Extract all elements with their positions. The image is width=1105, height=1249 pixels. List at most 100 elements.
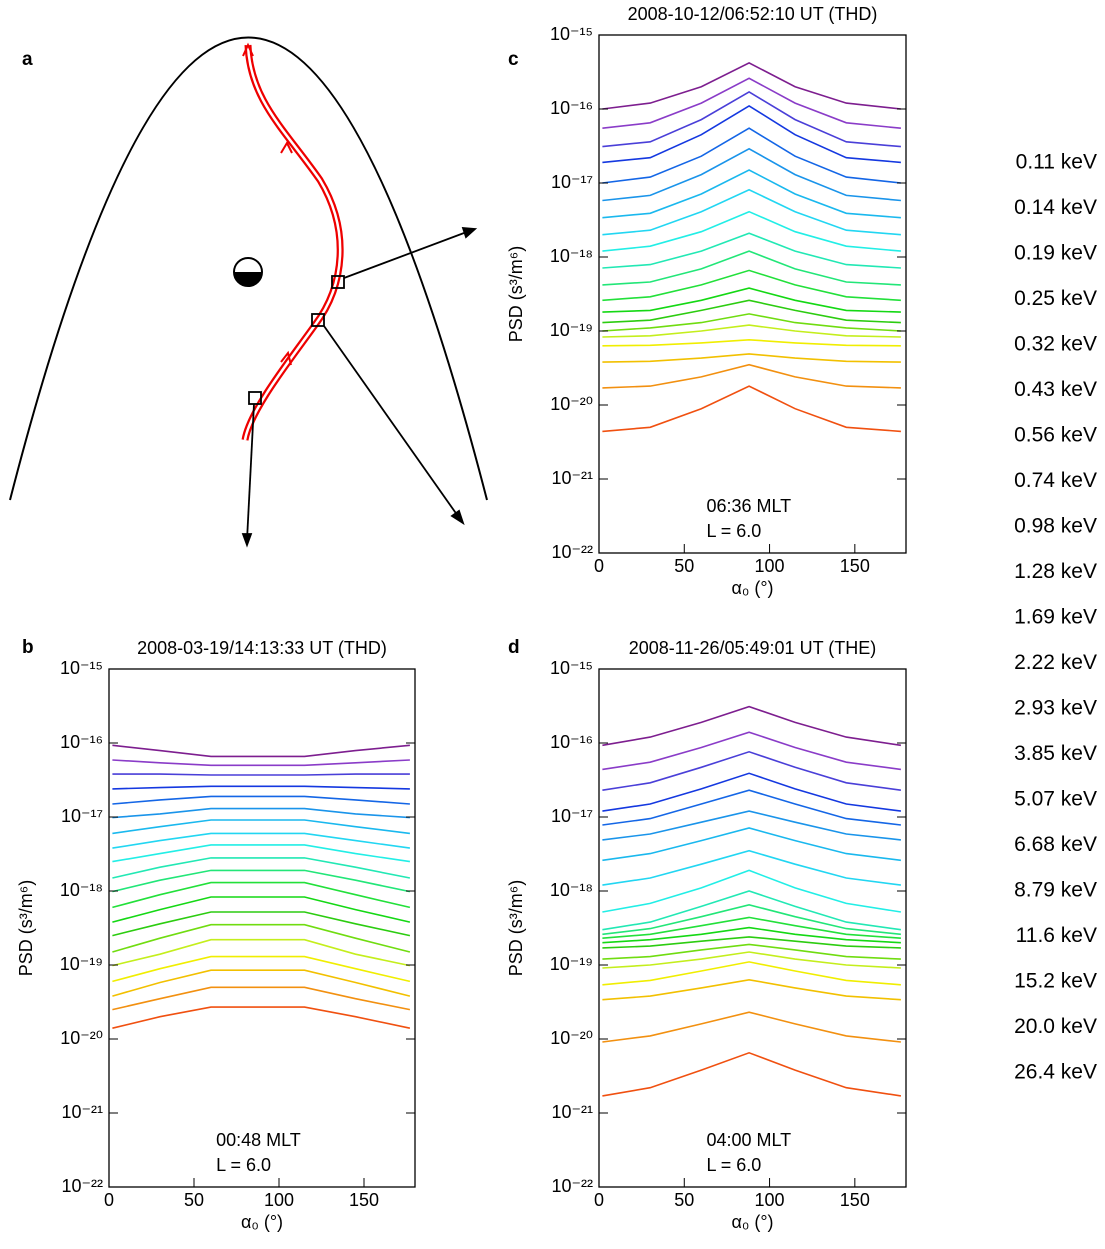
series-line — [602, 188, 901, 236]
annotation: 04:00 MLT — [706, 1130, 791, 1150]
series-line — [602, 1011, 901, 1043]
series-line — [112, 807, 410, 819]
series-line — [602, 936, 901, 949]
series-line — [602, 772, 902, 812]
legend-entry: 0.43 keV — [1014, 378, 1097, 401]
series-line — [602, 705, 902, 747]
series-line — [112, 1006, 411, 1029]
series-line — [602, 232, 901, 269]
field-line-inner — [243, 44, 342, 441]
y-tick-label: 10⁻¹⁷ — [551, 806, 593, 826]
y-tick-label: 10⁻¹⁷ — [551, 172, 593, 192]
annotation: 00:48 MLT — [216, 1130, 301, 1150]
chart-title: 2008-03-19/14:13:33 UT (THD) — [137, 638, 387, 658]
series-line — [602, 961, 901, 986]
y-tick-label: 10⁻²¹ — [551, 1102, 593, 1122]
series-line — [602, 147, 901, 202]
series-line — [112, 785, 410, 790]
series-line — [602, 299, 901, 324]
x-tick-label: 50 — [674, 556, 694, 576]
annotation: 06:36 MLT — [706, 496, 791, 516]
legend-entry: 0.56 keV — [1014, 424, 1097, 447]
legend-entry: 11.6 keV — [1016, 924, 1097, 947]
legend-entry: 0.11 keV — [1016, 151, 1097, 174]
series-line — [112, 795, 410, 805]
diagram: a — [9, 36, 488, 548]
y-tick-label: 10⁻¹⁷ — [61, 806, 103, 826]
y-tick-label: 10⁻²² — [61, 1176, 103, 1196]
series-line — [112, 832, 411, 849]
legend-entry: 0.98 keV — [1014, 515, 1097, 538]
series-line — [112, 969, 411, 997]
legend-entry: 0.25 keV — [1014, 287, 1097, 310]
y-tick-label: 10⁻¹⁶ — [550, 732, 593, 752]
x-tick-label: 0 — [594, 1190, 604, 1210]
series-line — [602, 324, 901, 338]
legend-entry: 6.68 keV — [1014, 833, 1097, 856]
series-line — [602, 127, 901, 184]
chart: b 2008-03-19/14:13:33 UT (THD) 10⁻²² 10⁻²¹ 1… — [16, 637, 416, 1232]
series-line — [602, 903, 901, 936]
series-line — [602, 169, 901, 219]
series-line — [112, 759, 410, 767]
series-line — [602, 978, 901, 1001]
series-line — [112, 938, 411, 967]
x-tick-label: 150 — [349, 1190, 379, 1210]
series-line — [112, 911, 411, 937]
boxes — [248, 275, 345, 405]
series-line — [602, 926, 901, 944]
legend-entry: 8.79 keV — [1014, 879, 1097, 902]
series-line — [602, 363, 901, 389]
series-line — [602, 62, 901, 110]
series-line — [602, 385, 901, 433]
legend-entry: 15.2 keV — [1014, 970, 1097, 993]
series-line — [112, 744, 410, 758]
legend-entry: 1.69 keV — [1014, 606, 1097, 629]
series-line — [602, 849, 902, 886]
panel-label: b — [22, 637, 34, 658]
x-tick-label: 100 — [755, 1190, 785, 1210]
series-line — [112, 955, 411, 983]
x-tick-label: 100 — [264, 1190, 294, 1210]
series-line — [112, 986, 411, 1011]
series-line — [602, 890, 902, 931]
chart-title: 2008-11-26/05:49:01 UT (THE) — [629, 638, 876, 658]
series-line — [602, 313, 901, 332]
y-tick-label: 10⁻¹⁵ — [60, 658, 103, 678]
y-tick-label: 10⁻¹⁵ — [550, 658, 593, 678]
series-line — [602, 90, 901, 148]
y-tick-label: 10⁻²¹ — [551, 468, 593, 488]
series-line — [602, 810, 901, 841]
x-tick-label: 50 — [674, 1190, 694, 1210]
x-axis-label: α₀ (°) — [731, 1212, 773, 1232]
y-axis-label: PSD (s³/m⁶) — [506, 880, 526, 976]
y-tick-label: 10⁻²² — [551, 1176, 593, 1196]
series-line — [602, 287, 901, 313]
series-line — [602, 827, 901, 862]
panel-label: c — [508, 49, 519, 70]
y-tick-label: 10⁻¹⁹ — [60, 954, 103, 974]
y-tick-label: 10⁻²² — [551, 542, 593, 562]
series-line — [602, 104, 901, 164]
x-tick-label: 100 — [755, 556, 785, 576]
y-axis-label: PSD (s³/m⁶) — [16, 880, 36, 976]
legend-entry: 1.28 keV — [1014, 560, 1097, 583]
series-line — [602, 353, 901, 363]
series-line — [112, 869, 411, 893]
series-line — [602, 750, 902, 791]
y-tick-label: 10⁻¹⁶ — [550, 98, 593, 118]
x-tick-label: 150 — [840, 556, 870, 576]
series-line — [112, 923, 411, 953]
legend-entry: 0.14 keV — [1014, 196, 1097, 219]
series-line — [602, 250, 901, 286]
y-tick-label: 10⁻¹⁸ — [60, 880, 103, 900]
series-line — [112, 896, 411, 923]
series-line — [602, 789, 901, 826]
y-tick-label: 10⁻¹⁹ — [550, 954, 593, 974]
plot-frame — [598, 668, 907, 1188]
series-line — [112, 773, 410, 776]
y-tick-label: 10⁻²⁰ — [60, 1028, 103, 1048]
series-line — [602, 951, 901, 969]
series-line — [112, 881, 411, 909]
legend-entry: 0.32 keV — [1014, 333, 1097, 356]
